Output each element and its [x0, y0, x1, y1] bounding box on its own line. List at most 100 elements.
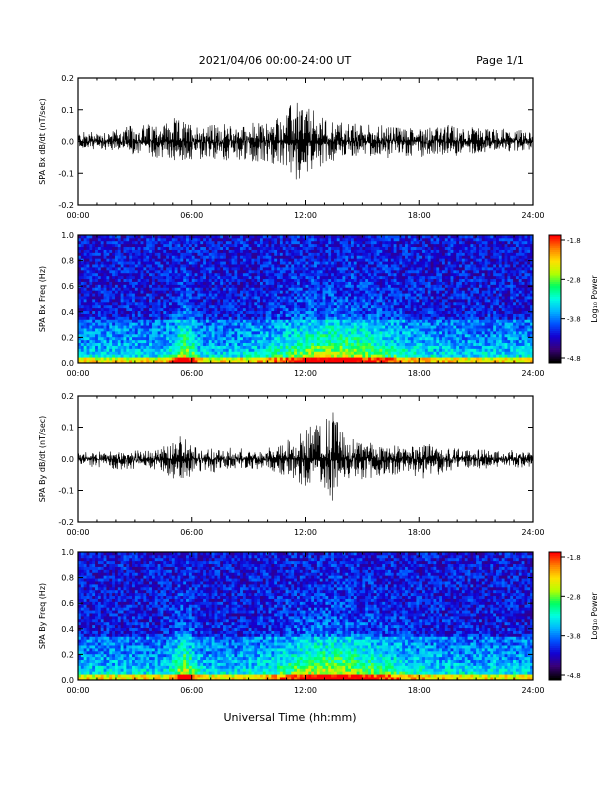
spectrogram-cell — [214, 275, 218, 280]
spectrogram-cell — [134, 246, 139, 250]
spectrogram-cell — [314, 322, 318, 326]
spectrogram-cell — [103, 348, 107, 352]
spectrogram-cell — [254, 290, 258, 294]
spectrogram-cell — [379, 287, 383, 291]
spectrogram-cell — [132, 290, 136, 294]
spectrogram-cell — [217, 333, 221, 338]
spectrogram-cell — [183, 275, 187, 280]
spectrogram-cell — [288, 296, 292, 300]
spectrogram-cell — [319, 296, 323, 300]
spectrogram-cell — [251, 296, 255, 300]
spectrogram-cell — [231, 261, 235, 265]
spectrogram-cell — [103, 319, 107, 323]
spectrogram-cell — [157, 267, 161, 271]
spectrogram-cell — [228, 351, 232, 355]
spectrogram-cell — [376, 333, 380, 338]
spectrogram-cell — [83, 331, 87, 335]
spectrogram-cell — [134, 328, 139, 332]
spectrogram-cell — [245, 287, 250, 291]
spectrogram-cell — [302, 255, 306, 259]
spectrogram-cell — [277, 333, 281, 338]
spectrogram-cell — [120, 322, 124, 326]
spectrogram-cell — [254, 351, 258, 355]
spectrogram-cell — [242, 243, 247, 248]
spectrogram-cell — [114, 310, 119, 314]
spectrogram-cell — [333, 339, 338, 344]
spectrogram-cell — [242, 235, 247, 239]
spectrogram-cell — [359, 316, 363, 320]
spectrogram-cell — [351, 293, 355, 297]
spectrogram-cell — [382, 278, 386, 282]
spectrogram-cell — [368, 249, 372, 253]
spectrogram-cell — [157, 301, 161, 306]
spectrogram-cell — [265, 252, 269, 256]
spectrogram-cell — [169, 301, 173, 306]
spectrogram-cell — [140, 272, 144, 277]
spectrogram-cell — [319, 269, 323, 274]
spectrogram-cell — [228, 339, 232, 344]
spectrogram-cell — [271, 313, 275, 317]
spectrogram-cell — [228, 278, 232, 282]
spectrogram-cell — [271, 269, 275, 274]
spectrogram-cell — [231, 243, 235, 248]
spectrogram-cell — [316, 293, 321, 297]
spectrogram-cell — [387, 357, 392, 361]
spectrogram-cell — [109, 345, 113, 349]
spectrogram-cell — [390, 310, 395, 314]
spectrogram-cell — [274, 345, 278, 349]
spectrogram-cell — [277, 316, 281, 320]
spectrogram-cell — [188, 290, 193, 294]
spectrogram-cell — [311, 299, 315, 303]
spectrogram-cell — [385, 360, 389, 364]
spectrogram-cell — [348, 304, 352, 309]
spectrogram-cell — [379, 290, 383, 294]
spectrogram-cell — [180, 258, 184, 262]
spectrogram-cell — [299, 278, 304, 282]
spectrogram-cell — [186, 304, 190, 309]
spectrogram-cell — [385, 287, 389, 291]
spectrogram-cell — [205, 278, 210, 282]
spectrogram-cell — [117, 272, 122, 277]
spectrogram-cell — [376, 235, 380, 239]
spectrogram-cell — [356, 240, 360, 245]
spectrogram-cell — [129, 255, 133, 259]
spectrogram-cell — [237, 281, 241, 285]
spectrogram-cell — [268, 252, 272, 256]
spectrogram-cell — [180, 235, 184, 239]
spectrogram-cell — [83, 336, 87, 341]
spectrogram-cell — [217, 287, 221, 291]
spectrogram-cell — [228, 243, 232, 248]
spectrogram-cell — [325, 235, 329, 239]
spectrogram-cell — [174, 267, 178, 271]
spectrogram-cell — [134, 264, 139, 268]
spectrogram-cell — [285, 360, 289, 364]
spectrogram-cell — [194, 348, 198, 352]
spectrogram-cell — [211, 272, 215, 277]
spectrogram-cell — [146, 304, 150, 309]
spectrogram-cell — [205, 269, 210, 274]
spectrogram-cell — [166, 261, 170, 265]
spectrogram-cell — [257, 333, 261, 338]
spectrogram-cell — [365, 328, 369, 332]
spectrogram-cell — [151, 342, 156, 346]
spectrogram-cell — [149, 269, 153, 274]
spectrogram-cell — [370, 267, 375, 271]
spectrogram-cell — [100, 269, 104, 274]
spectrogram-cell — [163, 269, 167, 274]
spectrogram-cell — [100, 354, 104, 358]
spectrogram-cell — [302, 313, 306, 317]
spectrogram-cell — [183, 261, 187, 265]
spectrogram-cell — [314, 281, 318, 285]
spectrogram-cell — [211, 325, 215, 329]
spectrogram-cell — [92, 240, 96, 245]
spectrogram-cell — [379, 249, 383, 253]
spectrogram-cell — [174, 339, 178, 344]
spectrogram-cell — [240, 354, 244, 358]
spectrogram-cell — [200, 360, 204, 364]
spectrogram-cell — [288, 357, 292, 361]
spectrogram-cell — [140, 281, 144, 285]
spectrogram-cell — [325, 301, 329, 306]
spectrogram-cell — [203, 258, 207, 262]
spectrogram-cell — [203, 290, 207, 294]
spectrogram-cell — [257, 313, 261, 317]
